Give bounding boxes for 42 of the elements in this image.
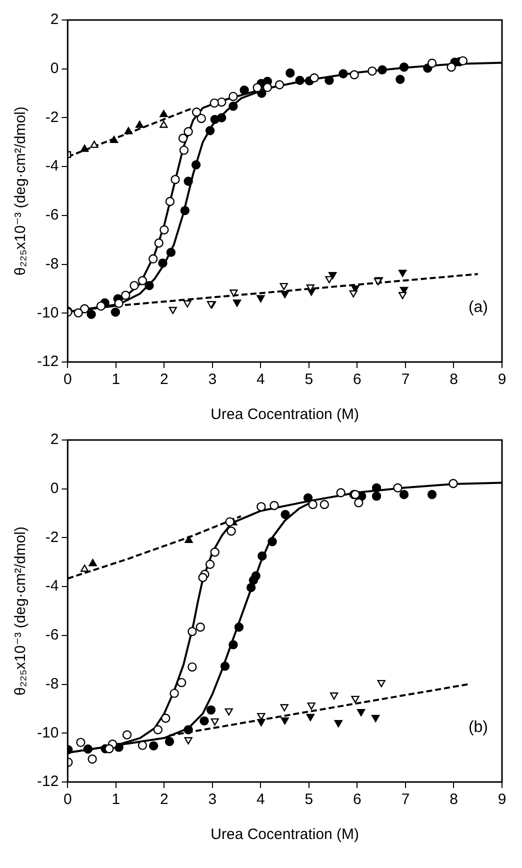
y-tick-label: -8 (45, 255, 59, 272)
y-tick-label: 0 (50, 480, 59, 497)
x-tick-label: 1 (112, 791, 120, 808)
x-tick-label: 3 (208, 791, 217, 808)
x-tick-label: 1 (112, 371, 120, 388)
y-tick-label: -2 (45, 108, 59, 126)
x-tick-label: 3 (208, 371, 217, 388)
x-tick-label: 7 (401, 371, 410, 388)
y-tick-label: 2 (50, 11, 59, 28)
x-tick-label: 5 (304, 371, 314, 388)
x-tick-label: 4 (256, 371, 265, 388)
y-tick-label: -4 (45, 158, 59, 175)
y-tick-label: -12 (36, 773, 59, 790)
y-tick-label: -6 (45, 626, 59, 644)
x-tick-label: 6 (353, 371, 362, 388)
y-tick-label: -2 (45, 528, 59, 546)
x-tick-label: 8 (450, 371, 458, 388)
y-tick-label: 2 (50, 431, 59, 448)
y-tick-label: -10 (36, 304, 59, 322)
annotation: (a) (468, 299, 488, 316)
x-axis-title: Urea Cocentration (M) (210, 826, 360, 844)
x-tick-label: 4 (256, 791, 265, 808)
x-tick-label: 5 (304, 791, 314, 808)
y-tick-label: -4 (45, 578, 59, 595)
x-tick-label: 9 (498, 791, 506, 808)
y-axis-title: θ₂₂₅x10⁻³ (deg·cm²/dmol) (12, 526, 30, 696)
x-tick-label: 2 (160, 791, 168, 808)
y-tick-label: -10 (36, 724, 59, 742)
x-tick-label: 9 (498, 371, 506, 388)
y-tick-label: -12 (36, 353, 59, 370)
x-tick-label: 0 (64, 791, 72, 808)
x-tick-label: 8 (450, 791, 458, 808)
y-axis-title: θ₂₂₅x10⁻³ (deg·cm²/dmol) (12, 106, 30, 276)
y-tick-label: -8 (45, 675, 59, 692)
y-tick-label: 0 (50, 60, 59, 77)
annotation: (b) (468, 719, 488, 736)
y-tick-label: -6 (45, 206, 59, 224)
x-tick-label: 6 (353, 791, 362, 808)
x-tick-label: 7 (401, 791, 410, 808)
x-tick-label: 2 (160, 371, 168, 388)
x-axis-title: Urea Cocentration (M) (210, 406, 360, 424)
x-tick-label: 0 (64, 371, 72, 388)
